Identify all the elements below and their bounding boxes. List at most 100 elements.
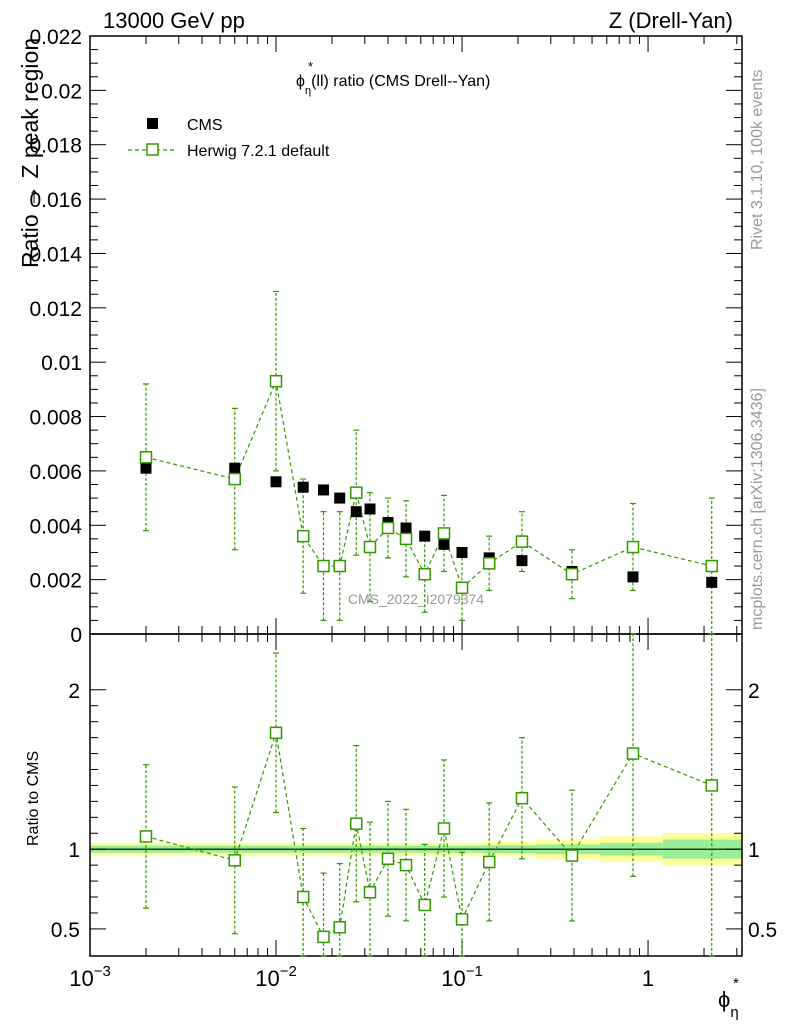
x-tick-base: 10	[69, 966, 93, 991]
ratio-y-tick-label: 2	[68, 680, 80, 703]
herwig-point	[418, 567, 431, 581]
axis-ticks: 10−3 10−2 10−1 100.0020.0040.0060.0080.010.…	[29, 26, 777, 991]
rivet-label: Rivet 3.1.10, 100k events	[749, 69, 766, 250]
y-tick-label: 0.01	[41, 352, 82, 375]
ratio-point	[455, 913, 469, 926]
cms-point	[364, 503, 376, 515]
herwig-point	[350, 486, 363, 499]
ratio-y-tick-label-right: 0.5	[748, 919, 777, 942]
ratio-point	[565, 849, 579, 862]
herwig-point	[399, 532, 413, 546]
ratio-point	[705, 779, 718, 792]
plot-title: ϕη(ll) ratio (CMS Drell--Yan)	[296, 73, 490, 97]
mcplots-label: mcplots.cern.ch [arXiv:1306.3436]	[749, 388, 766, 630]
herwig-point	[381, 521, 395, 535]
x-tick-label: 10−2	[255, 963, 297, 991]
ratio-point	[333, 921, 346, 934]
cms-point	[516, 555, 528, 567]
ratio-point	[515, 791, 529, 805]
cms-point	[400, 522, 412, 534]
herwig-point	[515, 535, 529, 548]
title-symbol: ϕ	[296, 73, 305, 90]
ratio-y-tick-label-right: 2	[748, 680, 760, 703]
cms-point	[350, 506, 362, 518]
header-left: 13000 GeV pp	[103, 8, 245, 33]
ratio-point	[296, 890, 310, 904]
ratio-point	[317, 930, 330, 944]
herwig-point	[296, 529, 310, 543]
ratio-point	[437, 822, 451, 835]
herwig-point	[482, 557, 496, 570]
xlabel-sub: η	[730, 1004, 738, 1021]
ratio-data-marks	[139, 633, 718, 957]
ratio-plot-frame	[89, 633, 743, 957]
cms-point	[229, 462, 241, 474]
ratio-line	[145, 732, 712, 938]
watermark: CMS_2022_I2079374	[348, 591, 484, 607]
ratio-y-tick-label: 1	[68, 839, 80, 862]
cms-point	[317, 484, 329, 496]
cms-point	[706, 576, 718, 588]
xlabel: ϕη	[718, 987, 739, 1021]
xlabel-sup: *	[733, 975, 739, 992]
herwig-point	[565, 567, 579, 581]
herwig-point	[705, 559, 718, 573]
legend-cms-marker	[147, 118, 158, 129]
herwig-point	[317, 559, 330, 573]
main-data-marks	[139, 290, 718, 635]
ratio-point	[228, 854, 241, 867]
legend-cms-label: CMS	[187, 117, 223, 134]
herwig-point	[269, 374, 283, 388]
herwig-point	[455, 581, 469, 595]
y-tick-label: 0.002	[29, 570, 82, 593]
ratio-y-tick-label-right: 1	[748, 839, 760, 862]
cms-point	[419, 530, 431, 542]
x-tick-exp: −3	[94, 963, 111, 980]
xlabel-symbol: ϕ	[718, 987, 730, 1012]
ratio-point	[418, 898, 431, 912]
herwig-point	[626, 540, 640, 554]
legend: CMS Herwig 7.2.1 default	[128, 117, 330, 160]
x-tick-exp: −1	[466, 963, 483, 980]
x-tick-label: 10−3	[69, 963, 111, 991]
header-right: Z (Drell-Yan)	[609, 8, 733, 33]
herwig-point	[139, 451, 153, 464]
y-tick-label: 0.014	[29, 243, 82, 266]
y-tick-label: 0.012	[29, 298, 82, 321]
x-tick-exp: −2	[280, 963, 297, 980]
herwig-point	[333, 559, 346, 573]
y-tick-label: 0.022	[29, 26, 82, 49]
legend-herwig-label: Herwig 7.2.1 default	[187, 143, 330, 160]
legend-herwig-marker	[146, 143, 159, 156]
title-sub: η	[305, 85, 311, 97]
x-tick-base: 1	[642, 966, 654, 991]
cms-point	[297, 481, 309, 493]
ratio-bands	[90, 833, 742, 866]
ratio-point	[626, 747, 640, 760]
herwig-point	[363, 540, 377, 554]
y-tick-label: 0.004	[29, 515, 82, 538]
x-tick-base: 10	[255, 966, 279, 991]
y-tick-label: 0	[70, 624, 82, 647]
cms-point	[270, 476, 282, 488]
ratio-ylabel: Ratio to CMS	[25, 751, 42, 846]
y-tick-label: 0.008	[29, 407, 82, 430]
cms-point	[140, 462, 152, 474]
ratio-y-tick-label: 0.5	[51, 919, 80, 942]
x-tick-label: 10−1	[441, 963, 483, 991]
ratio-point	[269, 726, 283, 740]
ratio-point	[350, 817, 363, 830]
ratio-point	[399, 858, 413, 872]
x-tick-label: 1	[642, 966, 654, 991]
herwig-point	[437, 527, 451, 540]
y-tick-label: 0.006	[29, 461, 82, 484]
ratio-point	[139, 830, 153, 843]
cms-point	[334, 492, 346, 504]
title-sup: *	[308, 59, 313, 74]
main-ylabel: Ratio → Z peak region	[17, 38, 43, 268]
x-tick-base: 10	[441, 966, 465, 991]
cms-point	[456, 546, 468, 558]
y-tick-label: 0.018	[29, 135, 82, 158]
ratio-point	[381, 852, 395, 866]
